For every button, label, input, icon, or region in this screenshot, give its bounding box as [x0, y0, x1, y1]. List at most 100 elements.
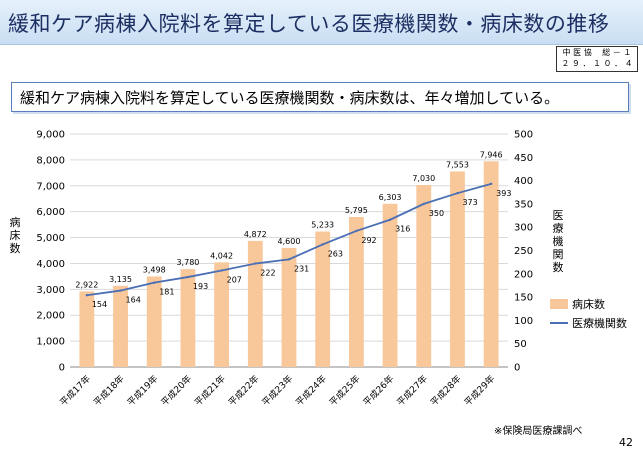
bar-data-label: 2,922	[75, 280, 98, 289]
bar	[180, 269, 196, 367]
line-point	[85, 294, 89, 297]
line-data-label: 316	[395, 225, 410, 234]
line-point	[321, 243, 324, 246]
right-axis-tick: 0	[514, 363, 520, 374]
right-axis-tick: 150	[514, 293, 533, 304]
right-axis-title: 医療機関数	[553, 209, 564, 274]
left-axis-tick: 4,000	[36, 259, 65, 270]
bar-data-label: 6,303	[379, 193, 402, 202]
legend-bar-swatch	[550, 299, 568, 309]
line-point	[287, 258, 291, 261]
data-labels: 2,922 3,135 3,498 3,780 4,042 4,872 4,600 5,233…	[75, 150, 511, 309]
x-axis-tick: 平成26年	[361, 373, 397, 409]
legend-line-label: 医療機関数	[572, 316, 627, 330]
left-axis-tick: 6,000	[36, 207, 65, 218]
page-title: 緩和ケア病棟入院料を算定している医療機関数・病床数の推移	[8, 12, 610, 36]
bar	[416, 185, 432, 367]
x-axis-tick: 平成27年	[394, 373, 430, 409]
right-axis-tick: 500	[514, 130, 533, 141]
bar-data-label: 7,030	[412, 174, 435, 183]
left-axis-title: 病床数	[10, 215, 21, 255]
reference-box: 中 医 協 総 － １ ２ ９ ． １ ０ ． ４	[556, 46, 638, 72]
line-point	[489, 182, 493, 186]
left-axis-tick: 9,000	[36, 130, 65, 141]
x-axis-tick: 平成22年	[226, 373, 262, 409]
bar-data-label: 4,600	[278, 237, 301, 246]
line-data-label: 373	[462, 198, 477, 207]
reference-line-1: 中 医 協 総 － １	[562, 48, 632, 57]
x-axis-tick: 平成21年	[192, 373, 228, 409]
line-point	[153, 281, 156, 284]
x-axis-tick: 平成18年	[91, 373, 127, 409]
x-axis-tick: 平成24年	[293, 373, 329, 409]
x-axis-tick: 平成25年	[327, 373, 363, 409]
left-axis-tick: 5,000	[36, 233, 65, 244]
bar-series	[79, 161, 499, 367]
line-data-label: 231	[294, 264, 309, 273]
source-note: ※保険局医療課調べ	[494, 426, 583, 437]
right-axis-tick: 200	[514, 269, 533, 280]
x-axis-tick: 平成19年	[125, 373, 161, 409]
bar	[79, 291, 95, 367]
x-axis-tick: 平成20年	[158, 373, 194, 409]
legend-bar-label: 病床数	[572, 297, 605, 311]
line-point	[456, 191, 459, 195]
bar	[113, 285, 128, 367]
summary-text: 緩和ケア病棟入院料を算定している医療機関数・病床数は、年々増加している。	[20, 89, 560, 107]
right-axis-tick: 300	[514, 223, 533, 234]
bar	[483, 161, 499, 367]
line-point	[254, 262, 257, 265]
summary-banner: 緩和ケア病棟入院料を算定している医療機関数・病床数は、年々増加している。	[11, 82, 629, 112]
x-axis-tick: 平成17年	[57, 373, 93, 409]
bar	[281, 247, 297, 367]
bar	[247, 240, 263, 367]
line-data-label: 181	[159, 288, 174, 297]
bar	[382, 203, 398, 367]
bar-data-label: 3,498	[143, 265, 166, 274]
title-bar: 緩和ケア病棟入院料を算定している医療機関数・病床数の推移	[0, 0, 643, 45]
line-data-label: 207	[227, 276, 242, 285]
line-point	[388, 218, 392, 221]
right-axis-tick: 350	[514, 199, 533, 210]
line-point	[355, 229, 358, 233]
line-point	[422, 202, 425, 206]
x-axis-tick: 平成23年	[259, 373, 295, 409]
line-data-label: 292	[361, 236, 376, 245]
right-axis-tick: 450	[514, 153, 533, 164]
line-data-label: 263	[328, 249, 343, 258]
left-axis-tick: 1,000	[36, 337, 65, 348]
left-axis-tick: 7,000	[36, 181, 65, 192]
left-axis-tick: 3,000	[36, 285, 65, 296]
bar-data-label: 7,553	[446, 160, 469, 169]
line-data-label: 222	[260, 269, 275, 278]
x-axis-tick: 平成29年	[462, 373, 498, 409]
line-data-label: 193	[193, 282, 208, 291]
line-data-label: 393	[496, 189, 511, 198]
bar	[450, 171, 465, 367]
left-axis-tick: 8,000	[36, 155, 65, 166]
bar	[315, 231, 331, 367]
left-axis-tick: 0	[59, 363, 65, 374]
right-axis-tick: 250	[514, 246, 533, 257]
bar	[348, 216, 364, 367]
bar-data-label: 7,946	[480, 150, 503, 159]
right-axis-tick: 400	[514, 176, 533, 187]
line-point	[220, 269, 223, 272]
line-data-label: 164	[126, 296, 141, 305]
bar	[146, 276, 162, 367]
bar-data-label: 4,872	[244, 230, 267, 239]
bar-data-label: 3,780	[176, 258, 199, 267]
bar-data-label: 3,135	[109, 275, 132, 284]
left-axis-tick: 2,000	[36, 311, 65, 322]
bar-data-label: 5,795	[345, 206, 368, 215]
right-axis-tick: 50	[514, 339, 527, 350]
line-data-label: 154	[92, 300, 107, 309]
bar	[214, 262, 230, 367]
line-point	[119, 289, 122, 292]
line-point	[186, 275, 190, 279]
bar-data-label: 5,233	[311, 221, 334, 230]
bar-data-label: 4,042	[210, 251, 233, 260]
page-number: 42	[619, 436, 633, 449]
